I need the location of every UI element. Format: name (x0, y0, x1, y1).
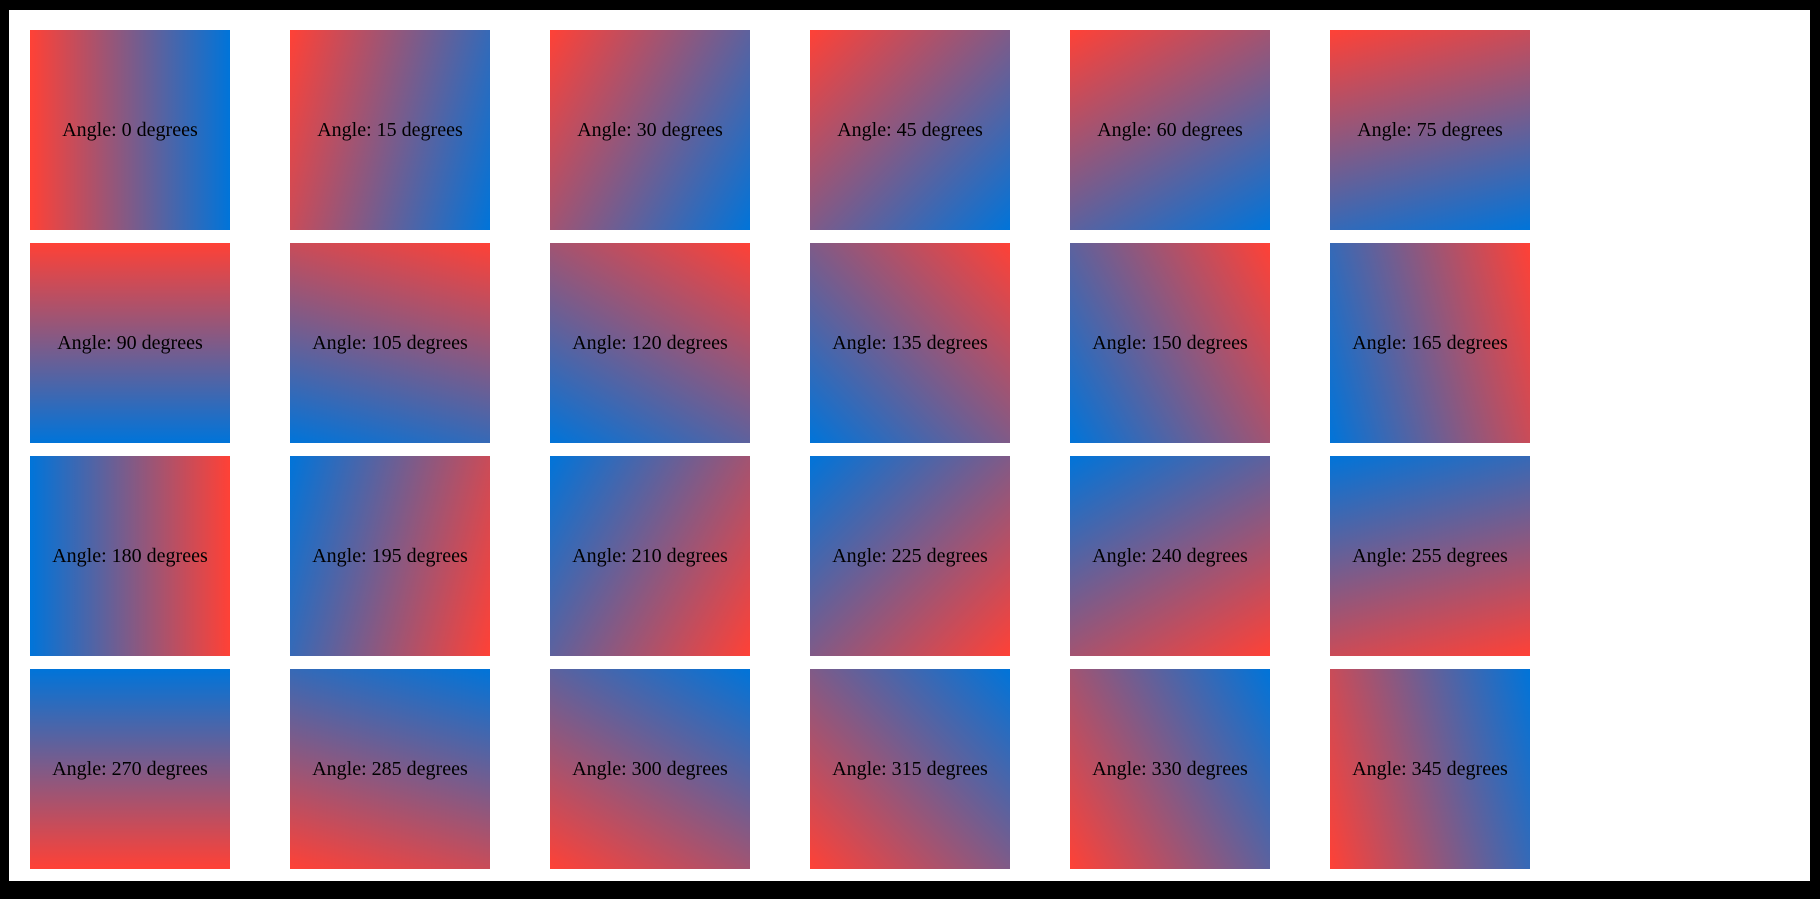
gradient-box-45: Angle: 45 degrees (810, 30, 1010, 230)
gradient-angle-label: Angle: 120 degrees (572, 332, 728, 354)
gradient-angle-label: Angle: 150 degrees (1092, 332, 1248, 354)
gradient-angle-label: Angle: 195 degrees (312, 545, 468, 567)
gradient-box-300: Angle: 300 degrees (550, 669, 750, 869)
gradient-angle-label: Angle: 315 degrees (832, 758, 988, 780)
gradient-box-0: Angle: 0 degrees (30, 30, 230, 230)
gradient-box-285: Angle: 285 degrees (290, 669, 490, 869)
gradient-grid: Angle: 0 degrees Angle: 15 degrees Angle: … (30, 30, 1810, 869)
gradient-box-165: Angle: 165 degrees (1330, 243, 1530, 443)
gradient-angle-label: Angle: 15 degrees (317, 119, 463, 141)
gradient-box-135: Angle: 135 degrees (810, 243, 1010, 443)
gradient-angle-label: Angle: 90 degrees (57, 332, 203, 354)
gradient-box-315: Angle: 315 degrees (810, 669, 1010, 869)
gradient-box-30: Angle: 30 degrees (550, 30, 750, 230)
gradient-angle-label: Angle: 255 degrees (1352, 545, 1508, 567)
gradient-box-270: Angle: 270 degrees (30, 669, 230, 869)
gradient-angle-label: Angle: 105 degrees (312, 332, 468, 354)
gradient-box-15: Angle: 15 degrees (290, 30, 490, 230)
gradient-box-150: Angle: 150 degrees (1070, 243, 1270, 443)
page-surface: Angle: 0 degrees Angle: 15 degrees Angle: … (9, 10, 1810, 881)
gradient-box-90: Angle: 90 degrees (30, 243, 230, 443)
gradient-angle-label: Angle: 135 degrees (832, 332, 988, 354)
gradient-box-60: Angle: 60 degrees (1070, 30, 1270, 230)
gradient-box-180: Angle: 180 degrees (30, 456, 230, 656)
gradient-box-255: Angle: 255 degrees (1330, 456, 1530, 656)
gradient-box-105: Angle: 105 degrees (290, 243, 490, 443)
gradient-box-330: Angle: 330 degrees (1070, 669, 1270, 869)
gradient-angle-label: Angle: 345 degrees (1352, 758, 1508, 780)
gradient-angle-label: Angle: 165 degrees (1352, 332, 1508, 354)
gradient-box-345: Angle: 345 degrees (1330, 669, 1530, 869)
gradient-angle-label: Angle: 330 degrees (1092, 758, 1248, 780)
gradient-box-240: Angle: 240 degrees (1070, 456, 1270, 656)
gradient-angle-label: Angle: 240 degrees (1092, 545, 1248, 567)
gradient-angle-label: Angle: 180 degrees (52, 545, 208, 567)
gradient-box-75: Angle: 75 degrees (1330, 30, 1530, 230)
gradient-box-120: Angle: 120 degrees (550, 243, 750, 443)
gradient-angle-label: Angle: 0 degrees (62, 119, 198, 141)
gradient-angle-label: Angle: 45 degrees (837, 119, 983, 141)
gradient-box-210: Angle: 210 degrees (550, 456, 750, 656)
gradient-box-225: Angle: 225 degrees (810, 456, 1010, 656)
gradient-box-195: Angle: 195 degrees (290, 456, 490, 656)
gradient-angle-label: Angle: 225 degrees (832, 545, 988, 567)
gradient-angle-label: Angle: 30 degrees (577, 119, 723, 141)
gradient-angle-label: Angle: 270 degrees (52, 758, 208, 780)
gradient-angle-label: Angle: 300 degrees (572, 758, 728, 780)
gradient-angle-label: Angle: 210 degrees (572, 545, 728, 567)
gradient-angle-label: Angle: 75 degrees (1357, 119, 1503, 141)
gradient-angle-label: Angle: 60 degrees (1097, 119, 1243, 141)
gradient-angle-label: Angle: 285 degrees (312, 758, 468, 780)
